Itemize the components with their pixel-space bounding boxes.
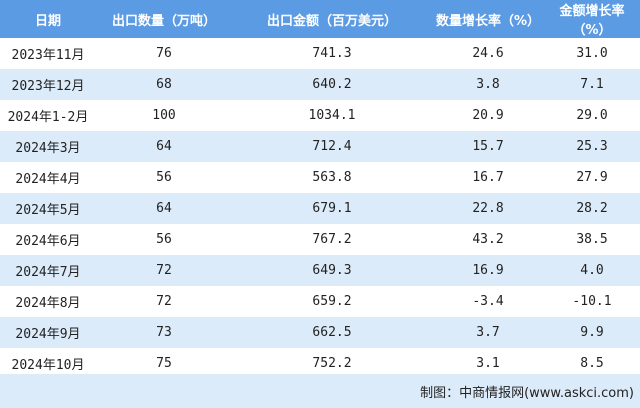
footer: 制图：中商情报网(www.askci.com) (0, 374, 640, 408)
column-header: 金额增长率（%） (544, 0, 640, 38)
table-cell: 15.7 (432, 131, 544, 162)
table-cell: 2024年5月 (0, 193, 96, 224)
table-cell: 75 (156, 356, 172, 371)
table-cell: 679.1 (232, 193, 432, 224)
table-cell: 22.8 (432, 193, 544, 224)
table-cell: 16.7 (472, 170, 504, 185)
table-row: 2024年7月 72 649.3 16.9 4.0 (0, 255, 640, 286)
table-cell: 2024年7月 (0, 255, 96, 286)
table-cell: 649.3 (232, 255, 432, 286)
table-row: 2023年11月 76 741.3 24.6 31.0 (0, 38, 640, 69)
table-cell: 2023年11月 (11, 48, 85, 63)
table-cell: 27.9 (576, 170, 608, 185)
table-row: 2024年5月 64 679.1 22.8 28.2 (0, 193, 640, 224)
table-cell: 1034.1 (308, 108, 356, 123)
table-cell: 2024年8月 (15, 296, 81, 311)
table-cell: 662.5 (232, 317, 432, 348)
table-cell: -3.4 (472, 294, 504, 309)
table-cell: 741.3 (312, 46, 352, 61)
table-cell: 38.5 (576, 232, 608, 247)
table-cell: 4.0 (544, 255, 640, 286)
table-cell: 2024年9月 (0, 317, 96, 348)
table-cell: 31.0 (576, 46, 608, 61)
table-cell: 100 (152, 108, 176, 123)
table-cell: 64 (96, 131, 232, 162)
table-cell: 659.2 (312, 294, 352, 309)
column-header: 数量增长率（%） (432, 0, 544, 38)
table-cell: 2024年10月 (11, 358, 85, 373)
table-cell: 29.0 (576, 108, 608, 123)
table-cell: 24.6 (472, 46, 504, 61)
table-cell: 9.9 (544, 317, 640, 348)
table-row: 2024年8月 72 659.2 -3.4 -10.1 (0, 286, 640, 317)
table-cell: 3.1 (476, 356, 500, 371)
table-row: 2023年12月 68 640.2 3.8 7.1 (0, 69, 640, 100)
table-cell: 2024年6月 (15, 234, 81, 249)
table-cell: 712.4 (232, 131, 432, 162)
table-cell: 73 (96, 317, 232, 348)
table-row: 2024年4月 56 563.8 16.7 27.9 (0, 162, 640, 193)
table-cell: 3.8 (432, 69, 544, 100)
table-cell: 563.8 (312, 170, 352, 185)
table-cell: 767.2 (312, 232, 352, 247)
table-row: 2024年1-2月 100 1034.1 20.9 29.0 (0, 100, 640, 131)
table-header-row: 日期 出口数量（万吨） 出口金额（百万美元） 数量增长率（%） 金额增长率（%） (0, 0, 640, 38)
table-row: 2024年10月 75 752.2 3.1 8.5 (0, 348, 640, 379)
table-row: 2024年3月 64 712.4 15.7 25.3 (0, 131, 640, 162)
table-cell: 2023年12月 (0, 69, 96, 100)
table-cell: 56 (156, 232, 172, 247)
table-cell: 43.2 (472, 232, 504, 247)
table-cell: 64 (96, 193, 232, 224)
table-cell: 2024年4月 (15, 172, 81, 187)
column-header: 出口数量（万吨） (96, 0, 232, 38)
table-cell: 25.3 (544, 131, 640, 162)
table-cell: -10.1 (572, 294, 612, 309)
table-cell: 8.5 (580, 356, 604, 371)
table-cell: 72 (96, 255, 232, 286)
table-cell: 2024年1-2月 (7, 110, 89, 125)
table-cell: 56 (156, 170, 172, 185)
column-header: 出口金额（百万美元） (232, 0, 432, 38)
table-row: 2024年6月 56 767.2 43.2 38.5 (0, 224, 640, 255)
table-cell: 20.9 (472, 108, 504, 123)
table-cell: 752.2 (312, 356, 352, 371)
export-table: 日期 出口数量（万吨） 出口金额（百万美元） 数量增长率（%） 金额增长率（%） 202… (0, 0, 640, 379)
table-cell: 68 (96, 69, 232, 100)
table-cell: 28.2 (544, 193, 640, 224)
table-cell: 640.2 (232, 69, 432, 100)
table-cell: 16.9 (432, 255, 544, 286)
table-cell: 2024年3月 (0, 131, 96, 162)
table-cell: 7.1 (544, 69, 640, 100)
table-cell: 72 (156, 294, 172, 309)
table-cell: 3.7 (432, 317, 544, 348)
table-cell: 76 (156, 46, 172, 61)
source-note: 制图：中商情报网(www.askci.com) (420, 386, 634, 401)
column-header: 日期 (0, 0, 96, 38)
table-row: 2024年9月 73 662.5 3.7 9.9 (0, 317, 640, 348)
